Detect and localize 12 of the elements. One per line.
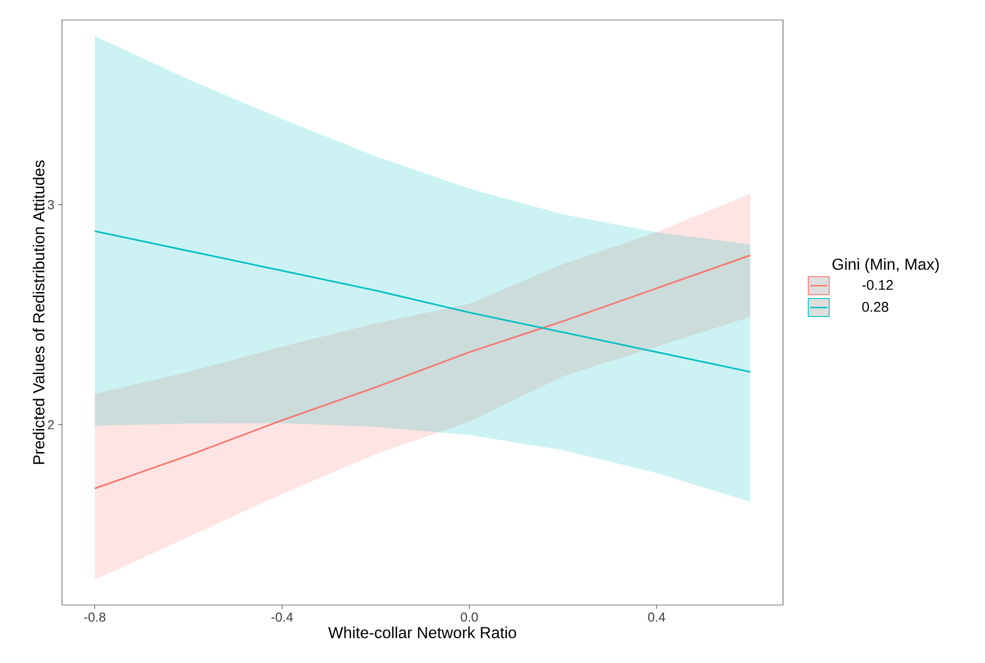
- x-tick-label: 0.0: [460, 612, 478, 622]
- x-axis-title: White-collar Network Ratio: [328, 626, 516, 638]
- x-tick-label: -0.4: [271, 612, 293, 622]
- legend-title: Gini (Min, Max): [832, 258, 939, 274]
- y-tick-label: 3: [48, 200, 54, 210]
- y-axis-title: Predicted Values of Redistribution Attitudes: [32, 160, 44, 464]
- legend-label: 0.28: [862, 302, 888, 312]
- y-tick-label: 2: [48, 420, 54, 430]
- x-tick-label: -0.8: [84, 612, 106, 622]
- line-series: [94, 254, 752, 490]
- legend-label: -0.12: [862, 280, 893, 290]
- x-tick-label: 0.4: [648, 612, 666, 622]
